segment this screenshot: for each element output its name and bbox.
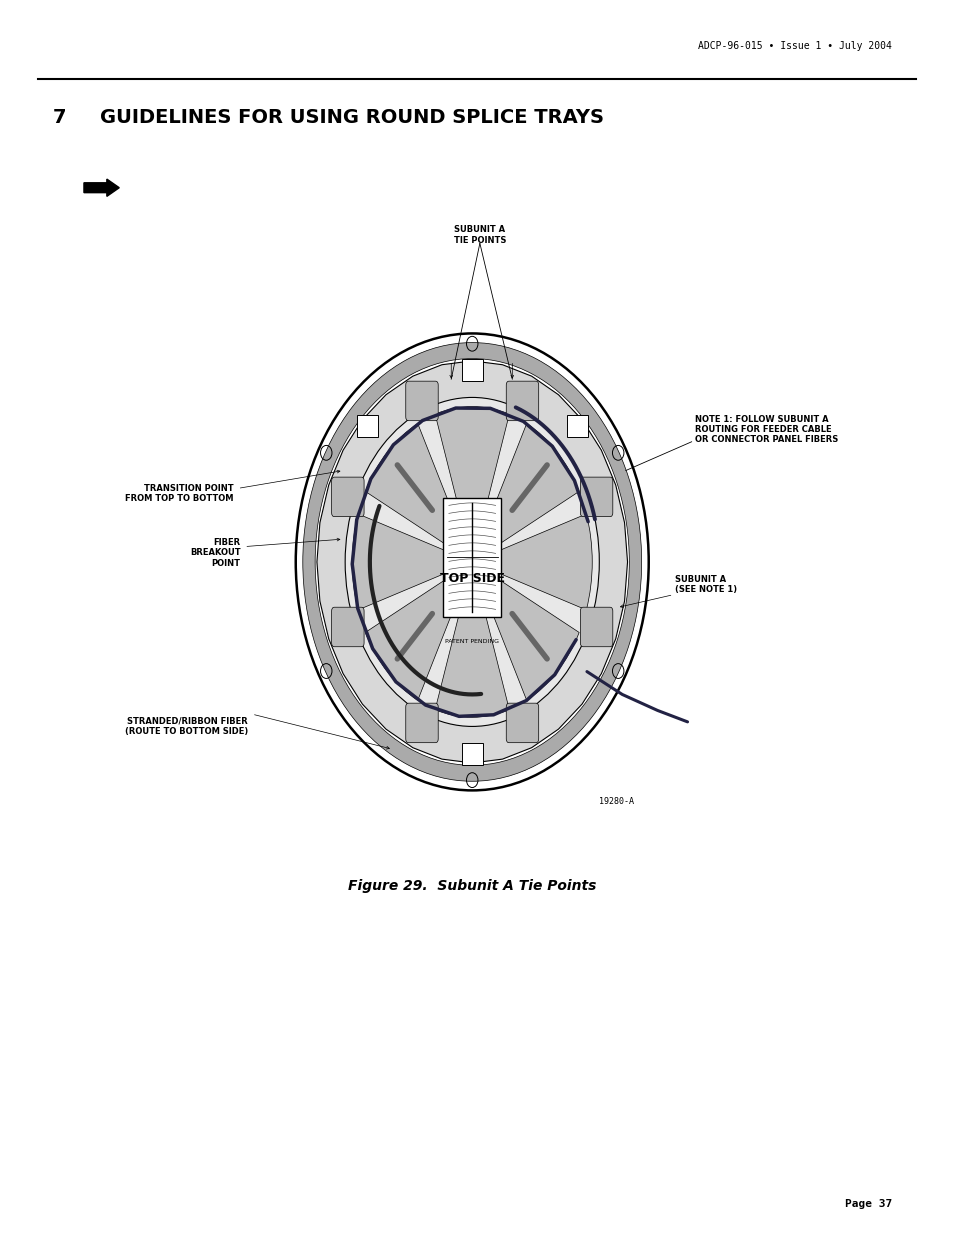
Wedge shape <box>365 424 472 562</box>
Text: SUBUNIT A
TIE POINTS: SUBUNIT A TIE POINTS <box>454 225 505 245</box>
Circle shape <box>295 333 648 790</box>
Wedge shape <box>352 514 472 610</box>
Bar <box>566 415 587 437</box>
FancyBboxPatch shape <box>405 703 437 742</box>
Wedge shape <box>472 424 578 562</box>
Text: 7: 7 <box>52 107 66 127</box>
Circle shape <box>345 398 598 726</box>
Bar <box>356 415 377 437</box>
Text: TRANSITION POINT
FROM TOP TO BOTTOM: TRANSITION POINT FROM TOP TO BOTTOM <box>125 484 233 503</box>
Text: ADCP-96-015 • Issue 1 • July 2004: ADCP-96-015 • Issue 1 • July 2004 <box>698 41 891 51</box>
Wedge shape <box>435 406 509 562</box>
Bar <box>461 742 482 764</box>
Text: Page 37: Page 37 <box>843 1199 891 1209</box>
Text: Figure 29.  Subunit A Tie Points: Figure 29. Subunit A Tie Points <box>348 879 596 893</box>
Text: GUIDELINES FOR USING ROUND SPLICE TRAYS: GUIDELINES FOR USING ROUND SPLICE TRAYS <box>100 107 603 127</box>
Wedge shape <box>302 342 641 782</box>
Wedge shape <box>472 562 578 700</box>
FancyBboxPatch shape <box>405 382 437 421</box>
FancyBboxPatch shape <box>579 477 612 516</box>
Wedge shape <box>365 562 472 700</box>
FancyBboxPatch shape <box>506 703 538 742</box>
Text: NOTE 1: FOLLOW SUBUNIT A
ROUTING FOR FEEDER CABLE
OR CONNECTOR PANEL FIBERS: NOTE 1: FOLLOW SUBUNIT A ROUTING FOR FEE… <box>694 415 837 445</box>
Wedge shape <box>472 514 592 610</box>
Wedge shape <box>435 562 509 718</box>
Text: STRANDED/RIBBON FIBER
(ROUTE TO BOTTOM SIDE): STRANDED/RIBBON FIBER (ROUTE TO BOTTOM S… <box>125 716 248 736</box>
Bar <box>442 498 501 616</box>
FancyBboxPatch shape <box>332 477 364 516</box>
Text: SUBUNIT A
(SEE NOTE 1): SUBUNIT A (SEE NOTE 1) <box>675 576 737 594</box>
Bar <box>461 359 482 382</box>
FancyBboxPatch shape <box>506 382 538 421</box>
FancyBboxPatch shape <box>579 608 612 647</box>
Polygon shape <box>316 361 627 763</box>
FancyArrow shape <box>84 179 119 196</box>
FancyBboxPatch shape <box>332 608 364 647</box>
Text: PATENT PENDING: PATENT PENDING <box>445 638 498 643</box>
Text: 19280-A: 19280-A <box>598 798 634 806</box>
Text: TOP SIDE: TOP SIDE <box>439 572 504 585</box>
Text: FIBER
BREAKOUT
POINT: FIBER BREAKOUT POINT <box>190 538 240 568</box>
